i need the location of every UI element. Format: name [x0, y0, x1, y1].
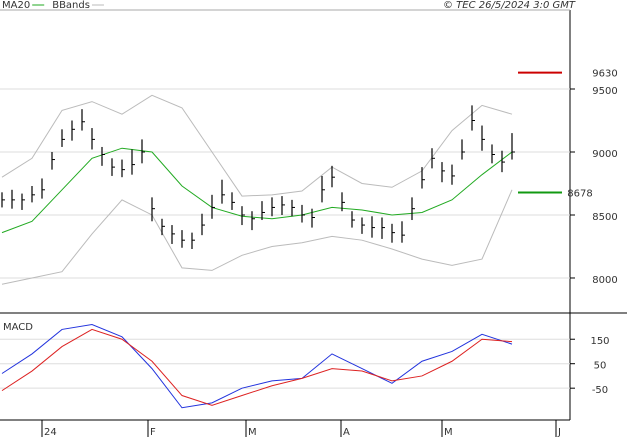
x-tick-label: M — [248, 427, 257, 438]
x-tick-label: 24 — [44, 427, 57, 438]
x-tick-label: F — [150, 427, 156, 438]
y-tick-label: 8500 — [592, 212, 617, 223]
x-tick-label: M — [444, 427, 453, 438]
y-tick-label: 9000 — [592, 149, 617, 160]
series-line — [1, 328, 513, 406]
y-tick-label: 8000 — [592, 275, 617, 286]
series-line — [1, 147, 513, 234]
macd-title: MACD — [3, 322, 33, 333]
copyright: © TEC 26/5/2024 3:0 GMT — [443, 0, 576, 11]
legend-label: BBands — [52, 0, 90, 11]
legend-label: MA20 — [2, 0, 30, 11]
level-label: 9630 — [592, 69, 617, 80]
series-line — [1, 94, 513, 197]
y-tick-label: -50 — [592, 385, 608, 396]
series-line — [1, 189, 513, 285]
y-tick-label: 9500 — [592, 86, 617, 97]
x-tick-label: A — [343, 427, 350, 438]
y-tick-label: 50 — [594, 361, 607, 372]
x-tick-label: J — [557, 427, 561, 438]
y-tick-label: 150 — [590, 336, 609, 347]
level-label: 8678 — [567, 189, 592, 200]
series-line — [1, 324, 513, 409]
